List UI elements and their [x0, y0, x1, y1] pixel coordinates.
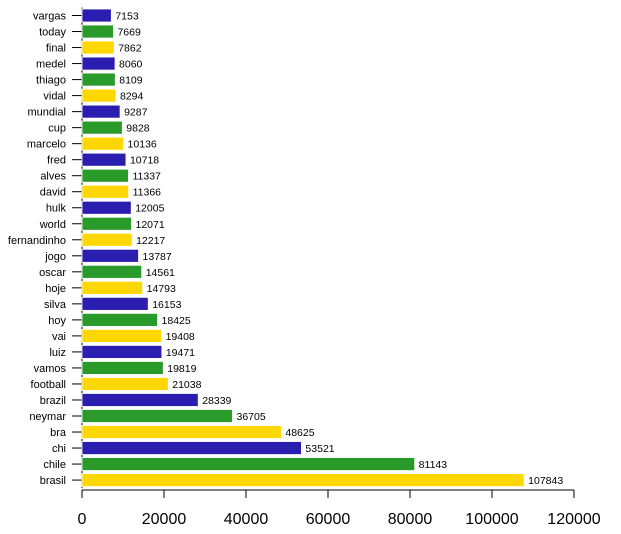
- y-tick-label: vai: [52, 331, 66, 343]
- y-tick-label: fred: [47, 155, 66, 167]
- data-label: 28339: [202, 395, 231, 407]
- data-label: 81143: [419, 459, 448, 471]
- bar-medel: [81, 56, 116, 71]
- y-tick-label: silva: [44, 299, 67, 311]
- y-tick-label: chile: [43, 459, 66, 471]
- data-label: 8060: [119, 59, 143, 71]
- data-label: 16153: [152, 299, 181, 311]
- y-tick-label: bra: [50, 427, 67, 439]
- bar-chile: [81, 457, 416, 471]
- y-tick-label: mundial: [27, 107, 66, 119]
- y-tick-label: brasil: [40, 475, 66, 487]
- data-label: 11337: [132, 171, 161, 183]
- y-tick-label: world: [39, 219, 66, 231]
- x-tick-label: 80000: [388, 511, 433, 528]
- y-tick-label: marcelo: [27, 139, 66, 151]
- y-tick-label: david: [40, 187, 66, 199]
- data-label: 7862: [118, 43, 142, 55]
- y-tick-label: fernandinho: [8, 235, 66, 247]
- bar-david: [81, 184, 130, 199]
- data-label: 10136: [128, 139, 157, 151]
- data-label: 11366: [133, 187, 162, 199]
- data-label: 13787: [143, 251, 172, 263]
- y-tick-label: neymar: [29, 411, 66, 423]
- y-tick-label: vidal: [43, 91, 66, 103]
- x-tick-label: 20000: [142, 511, 187, 528]
- y-tick-label: thiago: [36, 75, 66, 87]
- bar-football: [81, 377, 169, 391]
- bar-brasil: [81, 473, 525, 487]
- data-label: 10718: [130, 155, 159, 167]
- bar-thiago: [81, 72, 116, 87]
- bar-jogo: [81, 248, 139, 263]
- data-label: 21038: [172, 379, 201, 391]
- bar-alves: [81, 168, 129, 183]
- data-label: 19471: [166, 347, 195, 359]
- y-tick-label: final: [46, 43, 66, 55]
- bar-neymar: [81, 409, 233, 423]
- data-label: 19819: [167, 363, 196, 375]
- bar-vamos: [81, 361, 164, 375]
- bar-hoje: [81, 280, 144, 295]
- y-tick-label: hoje: [45, 283, 66, 295]
- y-tick-label: alves: [40, 171, 66, 183]
- y-tick-label: hoy: [48, 315, 66, 327]
- bar-world: [81, 216, 132, 231]
- y-tick-label: brazil: [40, 395, 66, 407]
- y-tick-label: luiz: [49, 347, 66, 359]
- data-label: 14561: [146, 267, 175, 279]
- data-label: 9828: [126, 123, 150, 135]
- x-tick-label: 0: [78, 511, 87, 528]
- bar-fred: [81, 152, 127, 167]
- bar-today: [81, 24, 114, 39]
- data-label: 9287: [124, 107, 148, 119]
- bar-oscar: [81, 264, 143, 279]
- data-label: 12071: [135, 219, 164, 231]
- data-label: 14793: [147, 283, 176, 295]
- x-tick-label: 100000: [465, 511, 518, 528]
- bar-hulk: [81, 200, 132, 215]
- bar-chi: [81, 441, 302, 455]
- data-label: 8109: [119, 75, 143, 87]
- data-label: 36705: [236, 411, 265, 423]
- bar-hoy: [81, 312, 158, 327]
- data-label: 12217: [136, 235, 165, 247]
- bar-mundial: [81, 104, 121, 119]
- bar-bra: [81, 425, 282, 439]
- bar-final: [81, 40, 115, 55]
- bar-cup: [81, 120, 123, 135]
- data-label: 53521: [305, 443, 334, 455]
- bar-marcelo: [81, 136, 124, 151]
- x-tick-label: 60000: [306, 511, 351, 528]
- bar-vai: [81, 328, 162, 343]
- data-label: 18425: [162, 315, 191, 327]
- x-tick-label: 40000: [224, 511, 269, 528]
- y-tick-label: medel: [36, 59, 66, 71]
- data-label: 107843: [528, 475, 563, 487]
- data-label: 19408: [166, 331, 195, 343]
- bar-luiz: [81, 345, 163, 359]
- y-tick-label: football: [31, 379, 66, 391]
- y-tick-label: jogo: [44, 251, 66, 263]
- x-tick-label: 120000: [547, 511, 600, 528]
- data-label: 12005: [135, 203, 164, 215]
- bar-brazil: [81, 393, 199, 407]
- y-tick-label: vargas: [33, 11, 67, 23]
- bar-silva: [81, 296, 149, 311]
- bar-vidal: [81, 88, 117, 103]
- bar-vargas: [81, 8, 112, 23]
- y-tick-label: hulk: [46, 203, 67, 215]
- y-tick-label: oscar: [39, 267, 66, 279]
- bar-fernandinho: [81, 232, 133, 247]
- data-label: 7153: [115, 11, 139, 23]
- y-tick-label: today: [39, 27, 66, 39]
- data-label: 8294: [120, 91, 144, 103]
- y-tick-label: vamos: [34, 363, 67, 375]
- data-label: 7669: [117, 27, 141, 39]
- data-label: 48625: [285, 427, 314, 439]
- y-tick-label: cup: [48, 123, 66, 135]
- y-tick-label: chi: [52, 443, 66, 455]
